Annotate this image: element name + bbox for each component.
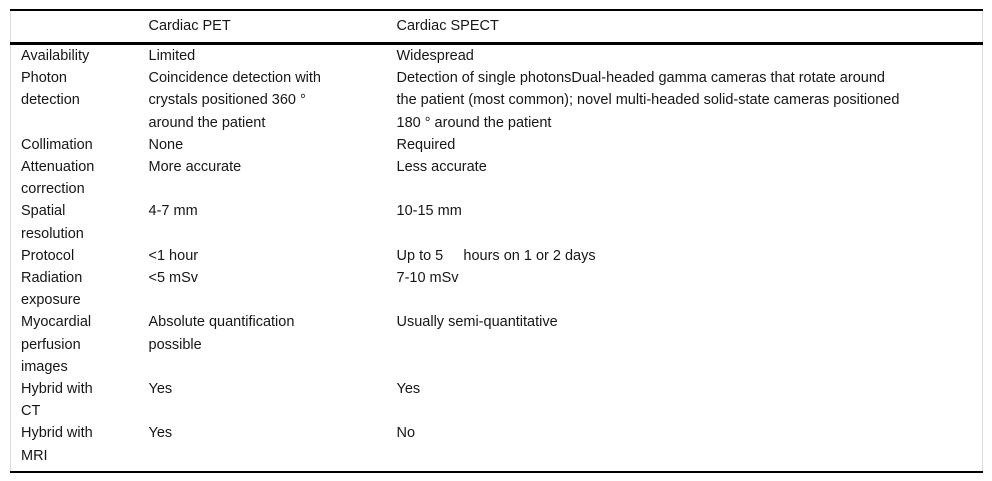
row-label: Availability	[21, 48, 90, 64]
row-label: Photon detection	[21, 70, 80, 109]
pet-cell: <5 mSv	[148, 270, 199, 287]
pet-cell: More accurate	[148, 159, 242, 176]
table-row-protocol: Protocol <1 hour Up to 5 hours on 1 or 2…	[11, 245, 983, 267]
pet-cell: Yes	[148, 425, 173, 442]
table-row-hybrid-with-ct: Hybrid with CT Yes Yes	[11, 378, 983, 422]
pet-cell: Yes	[148, 381, 173, 398]
spect-cell: Usually semi-quantitative	[396, 314, 558, 331]
row-label: Myocardial perfusion images	[21, 314, 92, 375]
spect-cell: Yes	[396, 381, 421, 398]
table-row-myocardial-perfusion-images: Myocardial perfusion images Absolute qua…	[11, 311, 983, 378]
table-row-availability: Availability Limited Widespread	[11, 44, 983, 68]
table-row-collimation: Collimation None Required	[11, 134, 983, 156]
comparison-table: Cardiac PET Cardiac SPECT Availability L…	[10, 9, 983, 473]
column-header-cardiac-pet: Cardiac PET	[138, 9, 387, 45]
row-label: Spatial resolution	[21, 203, 84, 242]
header-row: Cardiac PET Cardiac SPECT	[10, 9, 983, 45]
row-label: Attenuation correction	[21, 159, 95, 198]
column-header-cardiac-spect: Cardiac SPECT	[386, 9, 983, 45]
table-row-photon-detection: Photon detection Coincidence detection w…	[11, 67, 983, 134]
pet-cell: Limited	[148, 48, 196, 64]
row-label: Hybrid with CT	[21, 381, 93, 420]
spect-cell: Required	[396, 136, 456, 153]
row-label: Protocol	[21, 247, 75, 264]
table-row-attenuation-correction: Attenuation correction More accurate Les…	[11, 156, 983, 200]
pet-cell: Coincidence detection with crystals posi…	[148, 70, 322, 131]
spect-cell: Detection of single photonsDual-headed g…	[396, 70, 900, 131]
row-label: Hybrid with MRI	[21, 425, 93, 464]
row-label: Collimation	[21, 136, 93, 153]
row-label: Radiation exposure	[21, 270, 83, 309]
spect-cell: 10-15 mm	[396, 203, 462, 220]
pet-cell: Absolute quantification possible	[148, 314, 295, 353]
table-header: Cardiac PET Cardiac SPECT	[10, 9, 983, 45]
pet-cell: <1 hour	[148, 247, 199, 264]
pet-cell: None	[148, 136, 184, 153]
spect-cell: 7-10 mSv	[396, 270, 459, 287]
table-row-hybrid-with-mri: Hybrid with MRI Yes No	[10, 422, 983, 473]
spect-cell: Up to 5 hours on 1 or 2 days	[396, 247, 596, 264]
table-row-radiation-exposure: Radiation exposure <5 mSv 7-10 mSv	[11, 267, 983, 311]
pet-cell: 4-7 mm	[148, 203, 198, 220]
spect-cell: Less accurate	[396, 159, 487, 176]
table-row-spatial-resolution: Spatial resolution 4-7 mm 10-15 mm	[11, 200, 983, 244]
spect-cell: Widespread	[396, 48, 474, 64]
column-header-empty	[10, 9, 139, 45]
spect-cell: No	[396, 425, 416, 442]
table-body: Availability Limited Widespread Photon d…	[10, 44, 983, 473]
